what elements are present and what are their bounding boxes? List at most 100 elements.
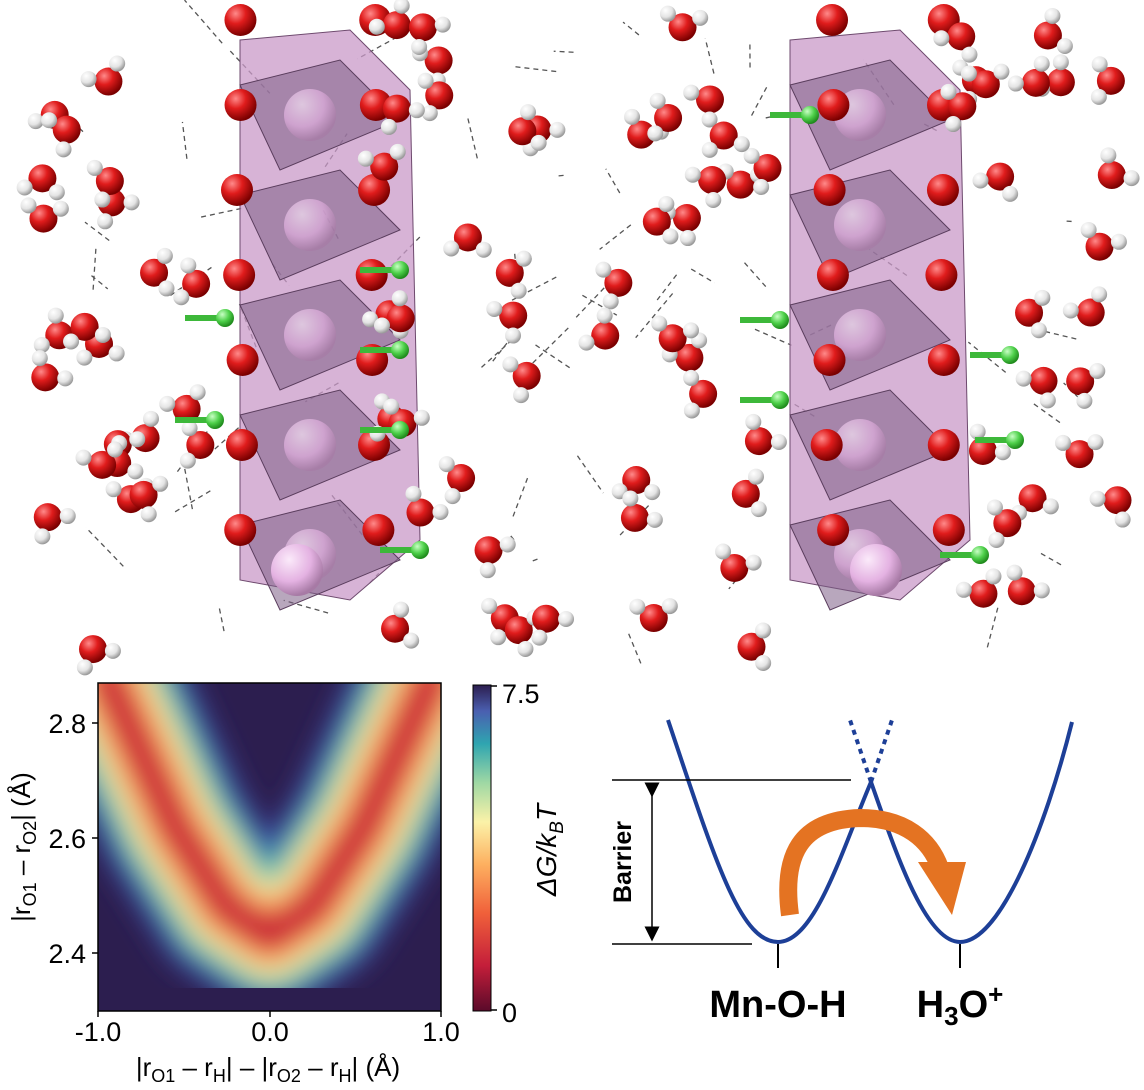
proton-atom xyxy=(1006,431,1024,449)
oxygen-atom xyxy=(532,605,560,633)
left-well-curve xyxy=(668,720,871,942)
hydrogen-atom xyxy=(961,47,977,63)
oxygen-atom xyxy=(1030,367,1058,395)
hydrogen-atom xyxy=(755,655,771,671)
oxygen-atom xyxy=(225,89,257,121)
proton-atom xyxy=(801,106,819,124)
hydrogen-atom xyxy=(439,456,455,472)
hydrogen-atom xyxy=(76,350,92,366)
barrier-label: Barrier xyxy=(609,821,637,903)
hydrogen-atom xyxy=(409,102,425,118)
hydrogen-atom xyxy=(1115,512,1131,528)
hydrogen-atom xyxy=(500,536,516,552)
oxygen-atom xyxy=(94,68,122,96)
hydrogen-bond xyxy=(987,608,998,648)
hydrogen-atom xyxy=(629,599,645,615)
oxygen-atom xyxy=(79,635,107,663)
hydrogen-atom xyxy=(502,356,518,372)
hydrogen-atom xyxy=(405,486,421,502)
oxygen-atom xyxy=(745,427,773,455)
hydrogen-atom xyxy=(771,434,787,450)
hydrogen-atom xyxy=(684,402,700,418)
hydrogen-bond xyxy=(467,116,477,158)
hydrogen-bond xyxy=(705,38,714,73)
hydrogen-atom xyxy=(129,431,145,447)
hydrogen-atom xyxy=(374,318,390,334)
hydrogen-atom xyxy=(746,555,762,571)
hydrogen-atom xyxy=(1124,170,1140,186)
hydrogen-atom xyxy=(692,10,708,26)
hydrogen-atom xyxy=(1091,286,1107,302)
hydrogen-bond xyxy=(629,634,641,664)
oxygen-atom xyxy=(817,89,849,121)
hydrogen-atom xyxy=(173,289,189,305)
hydrogen-atom xyxy=(77,659,93,675)
hydrogen-atom xyxy=(97,213,113,229)
y-tick-label: 2.8 xyxy=(48,709,86,739)
hydrogen-atom xyxy=(432,504,448,520)
hydrogen-bond xyxy=(623,22,639,35)
oxygen-atom xyxy=(1008,577,1036,605)
hydrogen-atom xyxy=(390,144,406,160)
hydrogen-atom xyxy=(81,71,97,87)
oxygen-atom xyxy=(31,363,59,391)
oxygen-atom xyxy=(475,536,503,564)
y-tick-label: 2.6 xyxy=(48,824,86,854)
hydrogen-atom xyxy=(624,109,640,125)
hydrogen-atom xyxy=(511,283,527,299)
hydrogen-atom xyxy=(418,73,434,89)
hydrogen-atom xyxy=(152,476,168,492)
hydrogen-atom xyxy=(480,562,496,578)
heatmap-y-axis-label: |rO1 – rO2| (Å) xyxy=(6,772,40,922)
hydrogen-atom xyxy=(1031,322,1047,338)
hydrogen-atom xyxy=(995,444,1011,460)
hydrogen-atom xyxy=(1057,38,1073,54)
manganese-atom xyxy=(284,89,336,141)
oxygen-atom xyxy=(221,174,253,206)
oxygen-atom xyxy=(814,174,846,206)
hydrogen-atom xyxy=(647,512,663,528)
hydrogen-atom xyxy=(1007,565,1023,581)
oxygen-atom xyxy=(591,322,619,350)
left-state-label: Mn-O-H xyxy=(709,984,846,1026)
oxygen-atom xyxy=(816,4,848,36)
oxygen-atom xyxy=(383,95,411,123)
hydrogen-atom xyxy=(107,442,123,458)
heatmap-x-axis-label: |rO1 – rH| – |rO2 – rH| (Å) xyxy=(136,1052,400,1085)
hydrogen-atom xyxy=(1081,222,1097,238)
hydrogen-atom xyxy=(987,499,1003,515)
hydrogen-atom xyxy=(578,335,594,351)
hydrogen-bond xyxy=(86,527,124,566)
hydrogen-atom xyxy=(755,622,771,638)
hydrogen-atom xyxy=(753,179,769,195)
hydrogen-bond xyxy=(533,328,569,364)
oxygen-atom xyxy=(409,13,437,41)
hydrogen-atom xyxy=(683,85,699,101)
hydrogen-atom xyxy=(481,598,497,614)
oxygen-atom xyxy=(933,514,965,546)
hydrogen-atom xyxy=(60,508,76,524)
hydrogen-atom xyxy=(531,135,547,151)
hydrogen-atom xyxy=(381,119,397,135)
hydrogen-atom xyxy=(443,240,459,256)
oxygen-atom xyxy=(1047,68,1075,96)
hydrogen-atom xyxy=(190,384,206,400)
hydrogen-atom xyxy=(1100,147,1116,163)
hydrogen-atom xyxy=(549,122,565,138)
hydrogen-atom xyxy=(143,411,159,427)
hydrogen-atom xyxy=(141,506,157,522)
hydrogen-atom xyxy=(127,463,143,479)
hydrogen-atom xyxy=(17,179,33,195)
hydrogen-bond xyxy=(577,456,603,493)
hydrogen-atom xyxy=(393,602,409,618)
manganese-atom xyxy=(284,309,336,361)
hydrogen-bond xyxy=(182,122,186,159)
hydrogen-atom xyxy=(1040,392,1056,408)
colorbar-label: ΔG/kBT xyxy=(531,802,568,897)
oxygen-atom xyxy=(1104,486,1132,514)
hydrogen-atom xyxy=(505,328,521,344)
proton-atom xyxy=(216,309,234,327)
hydrogen-atom xyxy=(1091,89,1107,105)
proton-atom xyxy=(1001,346,1019,364)
hydrogen-atom xyxy=(1089,363,1105,379)
